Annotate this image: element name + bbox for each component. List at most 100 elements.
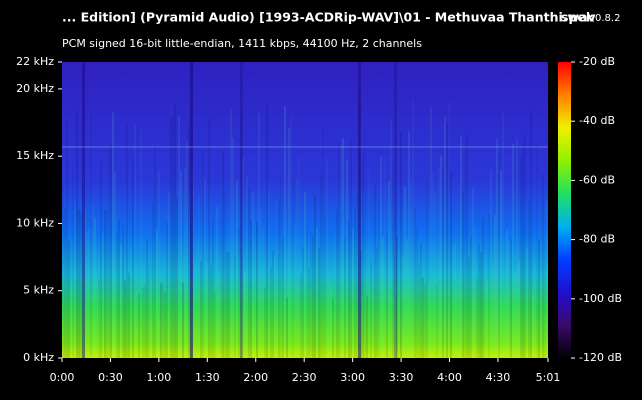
x-tick-label: 4:00	[437, 371, 462, 384]
texture	[70, 282, 72, 358]
texture	[196, 235, 198, 358]
texture	[68, 241, 70, 358]
texture	[358, 62, 361, 358]
texture	[538, 239, 540, 358]
texture	[346, 159, 348, 358]
texture	[132, 156, 134, 358]
texture	[208, 119, 210, 358]
texture	[524, 133, 526, 358]
x-tick-label: 1:30	[195, 371, 220, 384]
y-tick-label: 5 kHz	[23, 284, 54, 297]
texture	[522, 142, 524, 358]
texture	[226, 251, 228, 358]
texture	[290, 115, 292, 358]
texture	[160, 282, 162, 358]
texture	[404, 186, 406, 358]
texture	[214, 292, 216, 358]
texture	[478, 243, 480, 358]
texture	[198, 195, 200, 358]
texture	[274, 254, 276, 358]
texture	[424, 283, 426, 358]
texture	[194, 264, 196, 358]
texture	[322, 124, 324, 359]
texture	[382, 237, 384, 358]
texture	[426, 180, 428, 358]
y-tick-label: 0 kHz	[23, 351, 54, 364]
texture	[374, 184, 376, 358]
texture	[122, 226, 124, 358]
texture	[228, 252, 230, 358]
texture	[540, 278, 542, 358]
app-version: 0.8.2	[595, 13, 620, 24]
x-tick-label: 3:00	[340, 371, 365, 384]
texture	[500, 170, 502, 358]
texture	[466, 134, 468, 358]
texture	[284, 105, 286, 358]
texture	[448, 102, 450, 358]
texture	[282, 236, 284, 358]
x-tick-label: 4:30	[486, 371, 511, 384]
spectrogram	[62, 62, 548, 359]
texture	[498, 151, 500, 358]
texture	[146, 238, 148, 358]
texture	[80, 214, 82, 358]
texture	[432, 171, 434, 358]
texture	[218, 277, 220, 358]
texture	[400, 132, 402, 358]
texture	[542, 174, 544, 358]
texture	[328, 277, 330, 358]
texture	[294, 223, 296, 358]
texture	[242, 156, 244, 358]
texture	[204, 178, 206, 358]
texture	[520, 157, 522, 358]
texture	[74, 200, 76, 358]
texture	[286, 297, 288, 358]
texture	[430, 107, 432, 359]
texture	[240, 113, 242, 358]
x-tick-label: 0:30	[98, 371, 123, 384]
texture	[444, 116, 446, 358]
texture	[420, 242, 422, 358]
texture	[102, 233, 104, 358]
texture	[104, 210, 106, 358]
texture	[250, 219, 252, 358]
texture	[312, 235, 314, 358]
texture	[338, 140, 340, 358]
texture	[300, 273, 302, 358]
texture	[158, 170, 160, 358]
texture	[452, 245, 454, 358]
texture	[108, 149, 110, 358]
texture	[394, 229, 396, 358]
texture	[534, 262, 536, 358]
texture	[112, 112, 114, 358]
texture	[380, 156, 382, 358]
texture	[182, 282, 184, 358]
texture	[326, 159, 328, 358]
texture	[76, 110, 78, 358]
texture	[124, 280, 126, 358]
texture	[262, 229, 264, 358]
texture	[398, 297, 400, 358]
texture	[518, 261, 520, 358]
colorbar-tick-label: -20 dB	[579, 55, 615, 68]
texture	[440, 155, 442, 358]
texture	[176, 198, 178, 358]
texture	[246, 176, 248, 358]
texture	[490, 169, 492, 358]
texture	[136, 264, 138, 358]
texture	[280, 174, 282, 358]
texture	[532, 291, 534, 358]
texture	[292, 174, 294, 358]
spectrogram-image	[62, 62, 548, 358]
texture	[352, 228, 354, 358]
texture	[152, 202, 154, 358]
texture	[536, 139, 538, 358]
texture	[306, 227, 308, 358]
texture	[508, 239, 510, 358]
texture	[418, 264, 420, 358]
texture	[414, 209, 416, 358]
x-tick-label: 1:00	[147, 371, 172, 384]
texture	[422, 277, 424, 358]
texture	[174, 104, 176, 358]
